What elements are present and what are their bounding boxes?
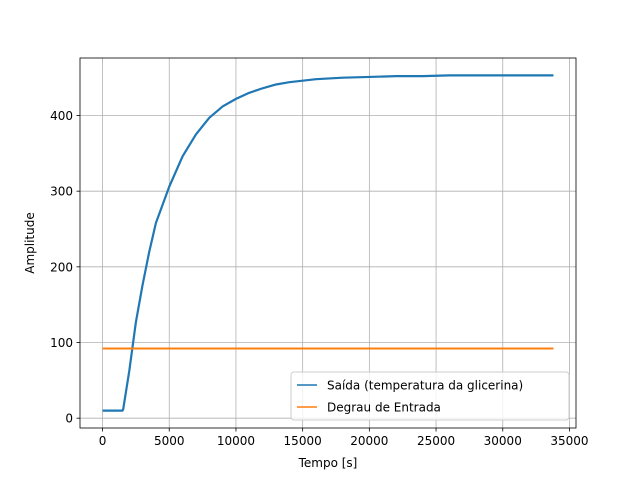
x-tick-label: 0: [99, 434, 107, 448]
x-tick-label: 30000: [484, 434, 522, 448]
series-layer: [102, 74, 554, 412]
legend-label-input-step: Degrau de Entrada: [327, 401, 441, 415]
y-tick-label: 0: [65, 412, 73, 426]
y-tick-label: 200: [50, 260, 73, 274]
x-axis-label: Tempo [s]: [298, 456, 358, 470]
plot-frame: [79, 57, 577, 429]
y-tick-label: 100: [50, 336, 73, 350]
legend-box: [290, 371, 570, 421]
x-tick-label: 15000: [284, 434, 322, 448]
x-tick-label: 10000: [217, 434, 255, 448]
legend: Saída (temperatura da glicerina) Degrau …: [290, 371, 570, 421]
y-tick-label: 300: [50, 185, 73, 199]
grid: [80, 58, 576, 428]
y-axis-label: Amplitude: [23, 212, 37, 274]
ticks: 0 5000 10000 15000 20000 25000 30000 35000 0 100 2…: [50, 109, 588, 448]
x-tick-label: 35000: [550, 434, 588, 448]
x-tick-label: 25000: [417, 434, 455, 448]
x-tick-label: 5000: [154, 434, 185, 448]
series-line-output: [102, 74, 554, 412]
y-tick-label: 400: [50, 109, 73, 123]
x-tick-label: 20000: [350, 434, 388, 448]
legend-label-output: Saída (temperatura da glicerina): [327, 379, 523, 393]
